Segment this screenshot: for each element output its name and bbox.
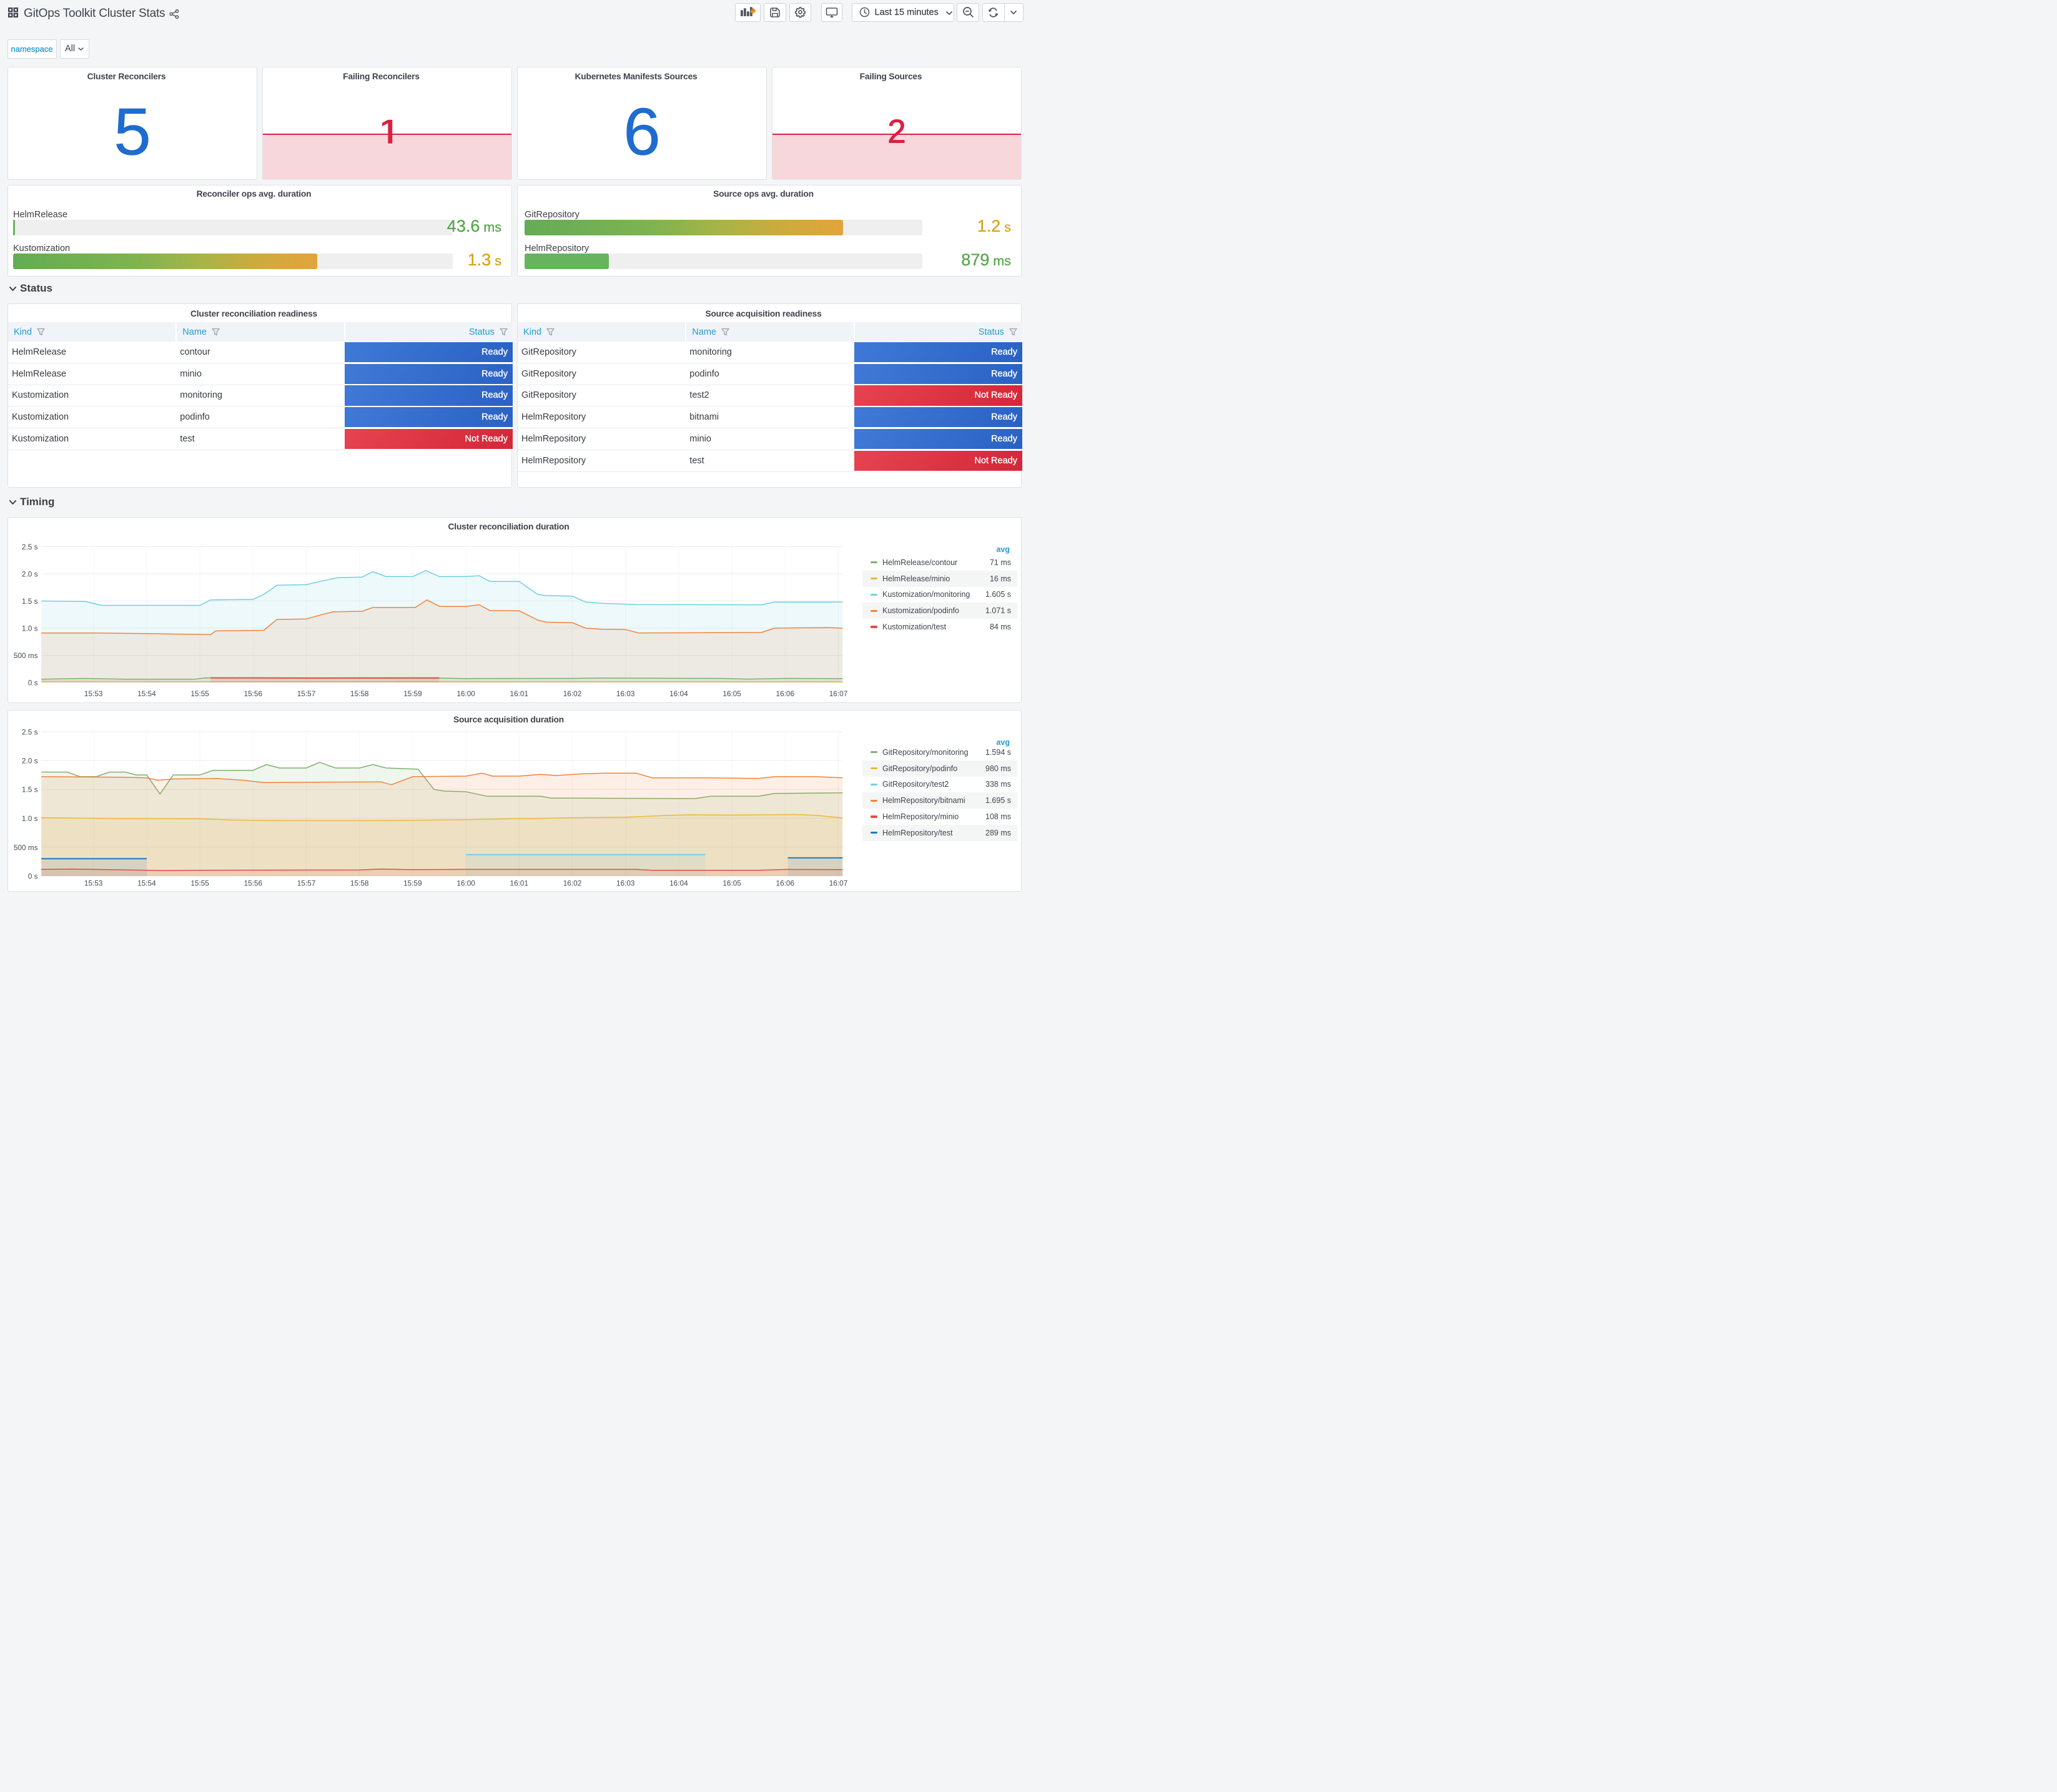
svg-text:15:53: 15:53 — [84, 689, 103, 698]
svg-text:15:54: 15:54 — [137, 689, 156, 698]
svg-text:16:06: 16:06 — [776, 879, 795, 887]
svg-text:16:06: 16:06 — [776, 689, 795, 698]
svg-text:15:57: 15:57 — [297, 689, 316, 698]
svg-text:2.0 s: 2.0 s — [22, 570, 38, 579]
svg-text:15:56: 15:56 — [244, 689, 263, 698]
svg-text:15:56: 15:56 — [244, 879, 263, 887]
svg-text:15:59: 15:59 — [403, 879, 422, 887]
svg-text:16:03: 16:03 — [616, 689, 635, 698]
svg-text:15:59: 15:59 — [403, 689, 422, 698]
svg-text:15:57: 15:57 — [297, 879, 316, 887]
svg-text:15:58: 15:58 — [350, 879, 369, 887]
svg-text:16:02: 16:02 — [563, 879, 582, 887]
svg-text:1.5 s: 1.5 s — [22, 785, 38, 794]
svg-text:15:58: 15:58 — [350, 689, 369, 698]
svg-text:500 ms: 500 ms — [14, 651, 38, 660]
svg-text:16:02: 16:02 — [563, 689, 582, 698]
svg-text:16:05: 16:05 — [723, 689, 741, 698]
svg-text:1.5 s: 1.5 s — [22, 597, 38, 606]
svg-text:15:55: 15:55 — [190, 879, 209, 887]
svg-text:16:04: 16:04 — [669, 689, 688, 698]
svg-text:1.0 s: 1.0 s — [22, 624, 38, 633]
svg-text:15:55: 15:55 — [190, 689, 209, 698]
svg-text:15:54: 15:54 — [137, 879, 156, 887]
svg-text:2.5 s: 2.5 s — [22, 727, 38, 736]
svg-text:16:00: 16:00 — [456, 879, 475, 887]
svg-text:1.0 s: 1.0 s — [22, 814, 38, 823]
svg-text:16:04: 16:04 — [669, 879, 688, 887]
svg-text:15:53: 15:53 — [84, 879, 103, 887]
svg-text:16:01: 16:01 — [510, 879, 529, 887]
svg-text:16:00: 16:00 — [456, 689, 475, 698]
svg-text:0 s: 0 s — [28, 679, 38, 687]
svg-text:16:07: 16:07 — [829, 689, 848, 698]
svg-text:2.5 s: 2.5 s — [22, 543, 38, 551]
svg-text:16:01: 16:01 — [510, 689, 529, 698]
svg-text:0 s: 0 s — [28, 872, 38, 880]
svg-text:16:07: 16:07 — [829, 879, 848, 887]
svg-text:16:05: 16:05 — [723, 879, 741, 887]
svg-text:2.0 s: 2.0 s — [22, 756, 38, 765]
svg-text:500 ms: 500 ms — [14, 843, 38, 852]
svg-text:16:03: 16:03 — [616, 879, 635, 887]
